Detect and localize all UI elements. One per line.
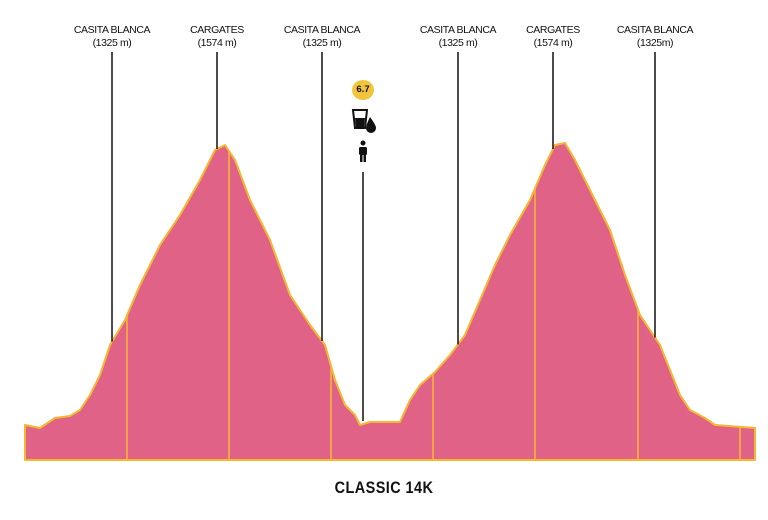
course-title: CLASSIC 14K xyxy=(334,478,434,497)
water-drink-icon xyxy=(351,109,376,133)
aid-station-km-badge: 6.7 xyxy=(352,80,374,100)
waypoint-elevation: (1325 m) xyxy=(92,37,132,49)
waypoint-name: CASITA BLANCA xyxy=(73,24,151,36)
waypoint-elevation: (1574 m) xyxy=(533,37,573,49)
waypoint-label: CASITA BLANCA (1325 m) xyxy=(52,24,172,50)
waypoint-label: CARGATES (1574 m) xyxy=(157,24,277,50)
waypoint-label: CASITA BLANCA (1325 m) xyxy=(398,24,518,50)
waypoint-label: CASITA BLANCA (1325m) xyxy=(595,24,715,50)
waypoint-name: CARGATES xyxy=(526,24,580,36)
waypoint-lines xyxy=(111,52,656,421)
waypoint-name: CASITA BLANCA xyxy=(419,24,497,36)
waypoint-elevation: (1325 m) xyxy=(302,37,342,49)
waypoint-elevation: (1325 m) xyxy=(438,37,478,49)
waypoint-label: CASITA BLANCA (1325 m) xyxy=(262,24,382,50)
waypoint-name: CASITA BLANCA xyxy=(283,24,361,36)
waypoint-elevation: (1574 m) xyxy=(197,37,237,49)
elevation-area xyxy=(24,142,756,461)
waypoint-label: CARGATES (1574 m) xyxy=(493,24,613,50)
km-lines xyxy=(126,151,741,460)
waypoint-name: CASITA BLANCA xyxy=(616,24,694,36)
waypoint-name: CARGATES xyxy=(190,24,244,36)
waypoint-elevation: (1325m) xyxy=(636,37,674,49)
person-icon xyxy=(359,140,367,162)
